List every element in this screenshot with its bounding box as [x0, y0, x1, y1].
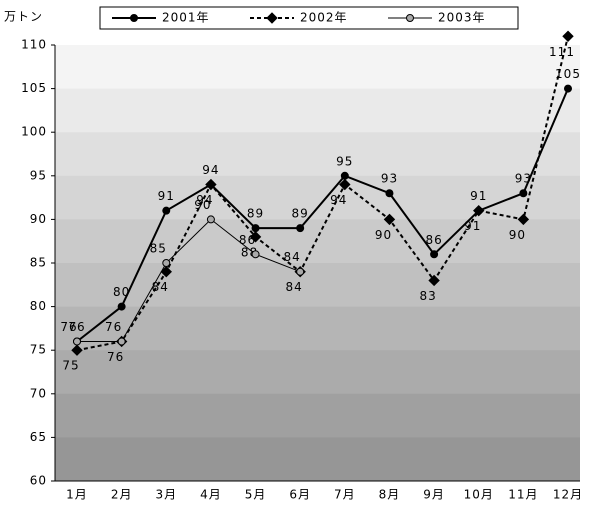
y-tick-label: 75 — [30, 343, 47, 357]
data-label: 93 — [515, 172, 532, 186]
data-point — [117, 337, 126, 346]
legend-label: 2003年 — [438, 11, 486, 25]
legend — [99, 6, 519, 30]
band — [55, 175, 580, 220]
y-tick-label: 100 — [21, 125, 47, 139]
y-tick-label: 95 — [30, 168, 47, 182]
data-label: 90 — [509, 228, 526, 242]
y-tick-label: 70 — [30, 386, 47, 400]
data-point — [339, 178, 351, 191]
data-point — [430, 250, 439, 259]
legend-label: 2001年 — [162, 11, 210, 25]
band — [55, 88, 580, 133]
x-tick-label: 12月 — [553, 488, 583, 502]
series-line — [76, 36, 569, 352]
data-label: 95 — [336, 154, 353, 168]
x-tick-label: 10月 — [464, 488, 494, 502]
band — [55, 306, 580, 351]
x-tick-label: 6月 — [289, 488, 311, 502]
data-point — [517, 213, 530, 226]
data-label: 89 — [292, 207, 309, 221]
data-label: 86 — [239, 233, 256, 247]
data-label: 93 — [381, 172, 398, 186]
data-point — [428, 274, 440, 287]
y-tick-label: 85 — [30, 256, 47, 270]
series-line — [76, 88, 569, 343]
x-tick-label: 5月 — [245, 488, 267, 502]
x-tick-label: 2月 — [111, 488, 133, 502]
data-point — [564, 84, 572, 93]
data-label: 90 — [194, 198, 211, 212]
legend-marker — [130, 14, 138, 22]
band — [55, 393, 580, 438]
data-label: 75 — [62, 359, 79, 373]
band — [55, 437, 580, 482]
data-label: 94 — [196, 193, 213, 207]
data-point — [385, 189, 394, 198]
y-tick-label: 65 — [30, 430, 47, 444]
data-point — [73, 337, 81, 346]
data-point — [249, 231, 262, 243]
x-tick-label: 11月 — [508, 488, 538, 502]
data-point — [162, 259, 171, 267]
y-tick-label: 105 — [21, 81, 47, 95]
data-label: 91 — [464, 219, 481, 233]
legend-marker — [266, 12, 278, 24]
data-label: 94 — [202, 163, 219, 177]
data-label: 94 — [330, 193, 347, 207]
data-point — [519, 189, 528, 198]
data-label: 84 — [286, 280, 303, 294]
data-point — [562, 30, 574, 42]
data-point — [71, 344, 83, 356]
y-tick-label: 110 — [21, 38, 47, 52]
y-tick-label: 90 — [30, 212, 47, 226]
x-tick-label: 3月 — [155, 488, 177, 502]
data-label: 76 — [68, 320, 85, 334]
data-label: 76 — [105, 320, 122, 334]
series-line — [77, 218, 301, 342]
data-point — [205, 178, 217, 191]
data-point — [206, 215, 215, 224]
legend-marker — [406, 14, 414, 22]
data-label: 84 — [284, 250, 301, 264]
band — [55, 219, 580, 264]
band — [55, 350, 580, 395]
y-tick-label: 60 — [30, 474, 47, 488]
data-label: 80 — [113, 285, 130, 299]
data-point — [162, 206, 171, 215]
data-label: 76 — [107, 350, 124, 364]
data-label: 89 — [247, 207, 264, 221]
data-label: 90 — [375, 228, 392, 242]
band — [55, 263, 580, 308]
x-tick-label: 1月 — [66, 488, 88, 502]
data-point — [473, 204, 485, 217]
data-label: 85 — [150, 242, 167, 256]
data-point — [340, 171, 349, 180]
data-label: 84 — [152, 280, 169, 294]
data-label: 86 — [425, 233, 442, 247]
legend-label: 2002年 — [300, 11, 348, 25]
data-label: 105 — [555, 67, 581, 81]
data-point — [251, 250, 260, 259]
y-tick-label: 80 — [30, 299, 47, 313]
data-label: 91 — [158, 189, 175, 203]
data-point — [160, 266, 172, 278]
x-tick-label: 9月 — [423, 488, 445, 502]
band — [55, 45, 580, 90]
data-point — [251, 224, 260, 233]
data-label: 76 — [60, 320, 77, 334]
data-label: 111 — [549, 45, 575, 59]
data-label: 83 — [419, 289, 436, 303]
x-tick-label: 4月 — [200, 488, 222, 502]
y-unit: 万トン — [4, 10, 43, 24]
data-point — [383, 213, 396, 226]
x-tick-label: 7月 — [334, 488, 356, 502]
data-label: 91 — [470, 189, 487, 203]
band — [55, 132, 580, 177]
data-point — [117, 302, 126, 311]
data-point — [296, 224, 305, 233]
x-tick-label: 8月 — [379, 488, 401, 502]
data-point — [296, 267, 305, 276]
